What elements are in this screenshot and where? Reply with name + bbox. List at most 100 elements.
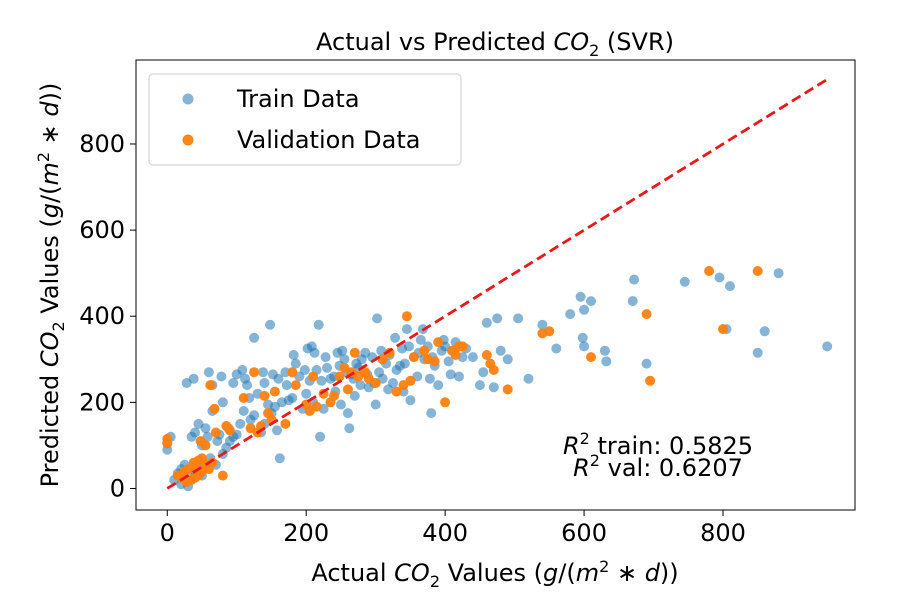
data-point xyxy=(313,319,324,330)
plot-area: 0 200 400 600 800 0 200 400 600 800 xyxy=(79,59,856,547)
data-point xyxy=(287,367,298,378)
data-point xyxy=(601,356,612,367)
data-point xyxy=(390,332,401,343)
data-point xyxy=(474,380,485,391)
y-axis-label: Predicted CO2 Values (g/(m2 ∗ d)) xyxy=(34,83,68,488)
legend-marker-train xyxy=(182,93,194,105)
data-point xyxy=(274,453,285,464)
data-point xyxy=(551,343,562,354)
data-point xyxy=(629,274,640,285)
data-point xyxy=(704,266,715,276)
y-tick-label: 800 xyxy=(79,130,125,158)
data-point xyxy=(502,354,513,365)
x-tick-label: 800 xyxy=(700,519,746,547)
data-point xyxy=(301,388,312,399)
data-point xyxy=(752,266,763,276)
data-point xyxy=(259,378,270,388)
data-point xyxy=(259,390,270,401)
data-point xyxy=(349,347,360,358)
data-point xyxy=(162,433,173,444)
legend-frame xyxy=(148,73,462,166)
svg-text:R2 train: 0.5825: R2 train: 0.5825 xyxy=(563,429,753,460)
data-point xyxy=(288,350,299,360)
data-point xyxy=(586,296,596,307)
y-tick-label: 400 xyxy=(79,302,125,330)
data-point xyxy=(467,352,478,363)
data-point xyxy=(773,268,784,279)
data-point xyxy=(216,371,227,382)
data-point xyxy=(454,371,464,382)
data-point xyxy=(290,380,301,391)
data-point xyxy=(575,291,586,302)
data-point xyxy=(577,332,588,343)
data-point xyxy=(228,378,239,388)
x-axis-label: Actual CO2 Values (g/(m2 ∗ d)) xyxy=(311,557,678,591)
data-point xyxy=(207,457,218,468)
data-point xyxy=(537,319,548,330)
data-point xyxy=(311,401,322,412)
legend: Train Data Validation Data xyxy=(148,73,462,166)
data-point xyxy=(205,380,216,391)
y-tick-label: 600 xyxy=(79,216,125,244)
data-point xyxy=(513,313,524,324)
data-point xyxy=(457,341,468,352)
data-point xyxy=(287,393,298,403)
legend-marker-validation xyxy=(182,134,194,146)
data-point xyxy=(272,425,282,436)
data-point xyxy=(759,326,770,337)
data-point xyxy=(238,393,249,403)
data-point xyxy=(217,470,228,481)
data-point xyxy=(502,384,513,395)
data-point xyxy=(355,380,366,391)
data-point xyxy=(495,345,506,356)
data-point xyxy=(370,378,381,388)
data-point xyxy=(320,352,331,363)
data-point xyxy=(388,378,398,388)
data-point xyxy=(641,358,652,369)
data-point xyxy=(209,403,220,414)
data-point xyxy=(492,313,503,324)
data-point xyxy=(488,382,499,393)
data-point xyxy=(200,440,211,451)
data-point xyxy=(217,397,228,408)
data-point xyxy=(372,313,383,324)
data-point xyxy=(565,309,576,320)
data-point xyxy=(579,304,590,315)
annotation-r2-train: R2 train: 0.5825 xyxy=(563,429,753,460)
data-point xyxy=(337,345,348,356)
legend-label-train: Train Data xyxy=(236,85,360,113)
data-point xyxy=(544,326,555,337)
data-point xyxy=(433,337,444,348)
data-point xyxy=(478,367,489,378)
data-point xyxy=(339,354,350,365)
data-point xyxy=(308,371,319,382)
data-point xyxy=(405,395,416,406)
data-point xyxy=(433,380,444,391)
svg-text:R2 val: 0.6207: R2 val: 0.6207 xyxy=(573,451,743,482)
data-point xyxy=(752,347,763,358)
data-point xyxy=(329,390,339,401)
data-point xyxy=(316,375,327,386)
data-point xyxy=(249,410,260,421)
data-point xyxy=(188,373,199,384)
annotation-r2-val: R2 val: 0.6207 xyxy=(573,451,743,482)
data-point xyxy=(377,354,388,365)
data-point xyxy=(401,311,412,322)
data-point xyxy=(481,317,492,328)
data-point xyxy=(445,369,456,380)
data-point xyxy=(249,332,260,343)
plot-frame xyxy=(135,59,856,511)
data-point xyxy=(488,365,499,375)
data-point xyxy=(200,423,211,434)
data-point xyxy=(714,272,725,283)
data-point xyxy=(443,356,454,367)
data-point xyxy=(315,431,326,442)
data-point xyxy=(249,367,260,378)
data-point xyxy=(586,352,596,363)
data-point xyxy=(822,341,833,352)
data-point xyxy=(424,373,435,384)
data-point xyxy=(280,367,291,378)
data-point xyxy=(450,350,461,360)
data-point xyxy=(342,408,353,419)
data-point xyxy=(344,423,355,434)
